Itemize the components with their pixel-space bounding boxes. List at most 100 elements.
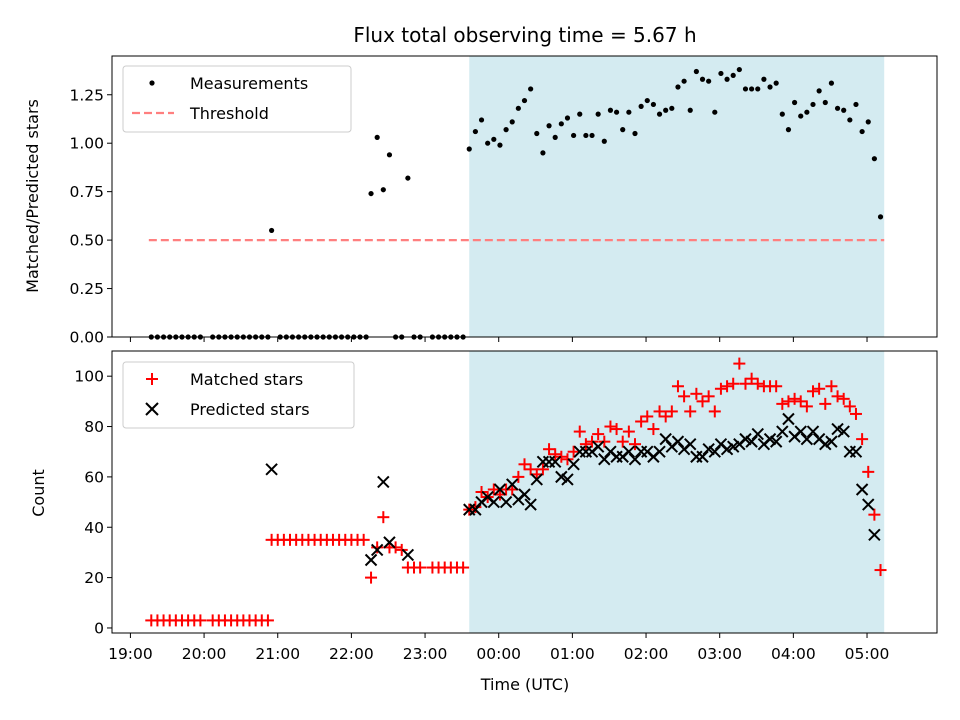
matched-star-point xyxy=(628,438,641,451)
matched-star-point xyxy=(475,486,488,498)
measurement-point xyxy=(552,134,558,140)
measurement-point xyxy=(706,78,712,84)
measurement-point xyxy=(380,187,386,193)
measurement-point xyxy=(644,97,650,104)
predicted-star-point xyxy=(769,435,783,448)
count-y-tick-label: 0 xyxy=(94,619,104,637)
matched-star-point xyxy=(653,405,666,418)
predicted-star-point xyxy=(518,488,531,501)
measurement-point xyxy=(681,78,687,84)
measurement-point xyxy=(730,72,736,78)
matched-star-point xyxy=(831,390,844,403)
count-y-tick-label: 40 xyxy=(84,519,104,537)
matched-star-point xyxy=(414,561,427,574)
matched-star-point xyxy=(194,614,207,627)
matched-star-point xyxy=(357,533,370,546)
count-y-tick-label: 80 xyxy=(84,418,104,436)
measurement-point xyxy=(368,190,374,197)
matched-star-point xyxy=(849,407,862,420)
measurement-point xyxy=(871,156,877,162)
measurement-point xyxy=(497,142,503,148)
matched-star-point xyxy=(598,435,611,448)
count-y-tick-label: 20 xyxy=(84,569,104,587)
predicted-star-point xyxy=(370,543,384,557)
measurement-point xyxy=(577,111,583,117)
matched-star-point xyxy=(874,564,887,577)
matched-star-point xyxy=(610,423,623,436)
legend-threshold-label: Threshold xyxy=(189,104,269,123)
x-tick-label: 22:00 xyxy=(329,645,374,663)
measurement-point xyxy=(601,138,607,144)
measurement-point xyxy=(571,132,577,139)
predicted-star-point xyxy=(855,483,869,496)
measurement-point xyxy=(650,101,657,108)
ratio-plot-frame xyxy=(111,55,938,338)
matched-star-point xyxy=(371,541,384,554)
matched-star-point xyxy=(389,541,402,554)
predicted-star-point xyxy=(849,445,863,458)
count-legend: Matched stars Predicted stars xyxy=(122,361,355,429)
measurement-point xyxy=(405,175,411,181)
x-tick-label: 05:00 xyxy=(845,645,890,663)
matched-star-point xyxy=(561,453,574,466)
matched-star-point xyxy=(549,448,562,461)
matched-star-point xyxy=(868,508,881,521)
predicted-star-point xyxy=(745,435,758,448)
predicted-star-point xyxy=(837,425,850,438)
matched-star-point xyxy=(862,465,875,478)
predicted-star-point xyxy=(622,445,636,458)
measurement-point xyxy=(466,146,472,152)
matched-star-point xyxy=(518,458,531,471)
legend-predicted-marker xyxy=(145,402,159,416)
predicted-star-point xyxy=(776,425,789,438)
matched-star-point xyxy=(512,470,525,483)
measurement-point xyxy=(865,119,871,125)
measurement-point xyxy=(828,80,835,86)
measurement-point xyxy=(822,99,828,106)
measurement-point xyxy=(712,109,718,115)
measurement-point xyxy=(472,128,478,135)
ratio-y-tick-label: 0.00 xyxy=(69,329,104,347)
count-plot-frame xyxy=(111,350,938,634)
ratio-shaded-region xyxy=(469,56,885,337)
measurement-point xyxy=(816,88,822,94)
measurement-point xyxy=(515,105,521,111)
predicted-star-point xyxy=(794,425,807,438)
measurement-point xyxy=(268,227,275,234)
matched-star-point xyxy=(721,380,734,393)
x-tick-label: 02:00 xyxy=(624,645,669,663)
predicted-star-point xyxy=(671,435,685,448)
predicted-star-point xyxy=(493,483,507,496)
measurement-point xyxy=(663,107,669,113)
x-tick-label: 01:00 xyxy=(550,645,595,663)
predicted-star-point xyxy=(696,450,709,463)
matched-star-point xyxy=(678,390,691,403)
matched-star-point xyxy=(261,614,274,627)
matched-star-point xyxy=(487,483,500,496)
matched-star-point xyxy=(770,380,783,393)
ratio-y-tick-label: 1.00 xyxy=(69,135,104,153)
measurement-point xyxy=(564,115,571,121)
series-matched-stars xyxy=(145,357,887,627)
matched-star-point xyxy=(788,392,801,405)
predicted-star-point xyxy=(377,475,390,489)
measurement-point xyxy=(779,111,785,117)
matched-star-point xyxy=(807,385,820,398)
predicted-star-point xyxy=(628,453,642,466)
predicted-star-point xyxy=(561,473,574,486)
matched-star-point xyxy=(671,380,684,393)
matched-star-point xyxy=(696,395,709,408)
measurement-point xyxy=(613,109,620,115)
predicted-star-point xyxy=(499,495,513,509)
series-predicted-stars xyxy=(265,412,881,567)
measurement-point xyxy=(847,117,853,123)
measurement-point xyxy=(675,84,681,90)
ratio-y-tick-label: 0.50 xyxy=(69,232,104,250)
matched-star-point xyxy=(604,420,617,433)
matched-star-point xyxy=(843,400,856,413)
measurement-point xyxy=(656,111,663,117)
predicted-star-point xyxy=(782,412,795,426)
ratio-y-tick-label: 1.25 xyxy=(69,86,104,104)
measurement-point xyxy=(595,111,601,117)
